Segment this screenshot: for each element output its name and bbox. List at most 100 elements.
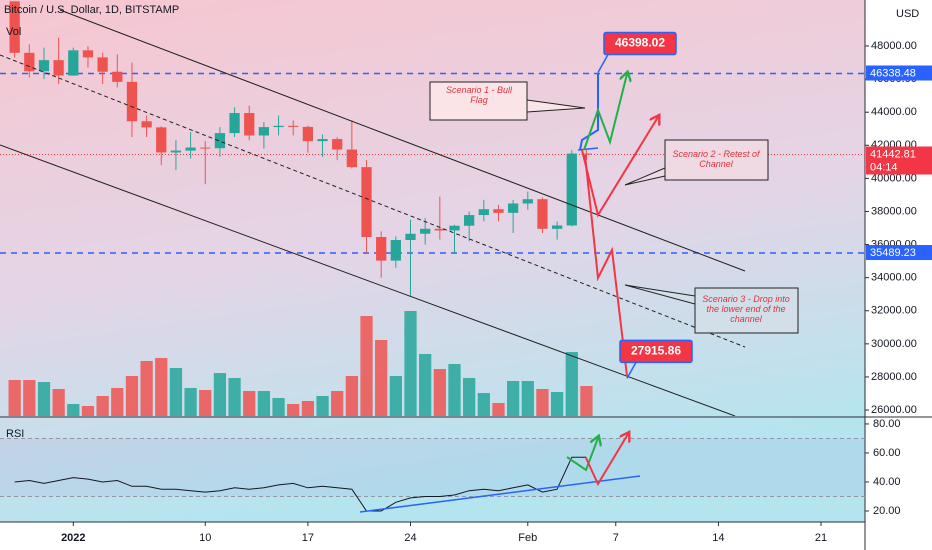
candle-body xyxy=(288,125,299,127)
candle xyxy=(346,120,357,169)
candle xyxy=(537,197,548,233)
rsi-drawings xyxy=(359,434,641,513)
x-tick-label: 21 xyxy=(815,532,827,544)
y-tick-label: 40000.00 xyxy=(871,172,917,184)
y-tick-label: 48000.00 xyxy=(871,40,917,52)
y-tick-label: 28000.00 xyxy=(871,371,917,383)
candle xyxy=(420,218,431,245)
candle xyxy=(493,204,504,222)
volume-bar xyxy=(96,396,109,416)
volume-bar xyxy=(521,381,534,416)
volume-label: Vol xyxy=(6,26,21,38)
rsi-trendline xyxy=(359,475,641,513)
candle-body xyxy=(405,233,416,241)
volume-bar xyxy=(287,404,300,416)
y-tick-label: 80.00 xyxy=(873,418,901,430)
candle xyxy=(508,199,519,233)
candle xyxy=(68,47,79,76)
candle-body xyxy=(478,209,489,216)
candle-body xyxy=(522,199,533,204)
candle-body xyxy=(53,60,64,76)
volume-bar xyxy=(257,391,271,416)
volume-bar xyxy=(477,393,490,416)
y-tick-label: 34000.00 xyxy=(871,272,917,284)
candle xyxy=(112,54,123,88)
bull-flag xyxy=(577,147,599,151)
candle xyxy=(390,236,401,268)
candle-body xyxy=(38,60,50,72)
volume-bar xyxy=(81,406,95,416)
y-tick-label: 26000.00 xyxy=(871,404,917,416)
rsi-arrow xyxy=(566,438,598,472)
volume-bar xyxy=(23,380,36,416)
candle xyxy=(126,62,138,138)
y-tick-label: 60.00 xyxy=(873,447,901,459)
callout xyxy=(429,81,586,121)
volume-bar xyxy=(463,378,476,416)
candle xyxy=(302,125,314,153)
volume-bar xyxy=(507,381,520,416)
price-level-box xyxy=(866,245,932,261)
candle xyxy=(288,120,299,136)
volume-bar xyxy=(125,376,139,416)
candle-body xyxy=(24,52,35,72)
volume-bar xyxy=(580,386,593,416)
price-level-label: 35489.23 xyxy=(870,247,916,259)
candle-body xyxy=(112,71,123,82)
candle xyxy=(258,122,270,149)
y-tick-label: 30000.00 xyxy=(871,338,917,350)
candle xyxy=(156,126,167,166)
volume-bar xyxy=(565,352,578,416)
candle-body xyxy=(302,126,314,142)
volume-bar xyxy=(243,391,256,416)
candle xyxy=(551,221,563,240)
volume-bar xyxy=(301,401,315,416)
candle xyxy=(332,137,343,161)
volume-bar xyxy=(375,340,388,416)
axis-background xyxy=(865,0,932,550)
candle xyxy=(24,44,35,78)
countdown-label: 04:14 xyxy=(870,161,898,173)
volume-bar xyxy=(448,364,461,416)
x-tick-label: 10 xyxy=(199,532,211,544)
rsi-arrow xyxy=(585,434,628,487)
currency-label: USD xyxy=(896,8,919,20)
volume-bar xyxy=(404,311,417,416)
candle-body xyxy=(332,139,343,150)
channel-lower xyxy=(0,144,736,416)
x-tick-label: 24 xyxy=(404,532,416,544)
candle-body xyxy=(68,50,79,76)
channel-mid xyxy=(0,54,746,348)
candle xyxy=(53,37,64,85)
price-level-box xyxy=(866,146,932,175)
volume-bar xyxy=(389,376,402,416)
candle xyxy=(522,191,533,210)
candle xyxy=(434,196,445,240)
candle-body xyxy=(346,149,357,168)
candle-body xyxy=(464,215,475,226)
volume-bar xyxy=(228,378,241,416)
callout xyxy=(624,139,769,186)
candle-body xyxy=(97,57,108,72)
candle xyxy=(141,115,152,138)
x-tick-label: Feb xyxy=(518,532,537,544)
candle xyxy=(200,141,211,185)
chart-title: Bitcoin / U.S. Dollar, 1D, BITSTAMP xyxy=(4,4,179,16)
candle-body xyxy=(9,1,20,53)
volume-bar xyxy=(316,396,329,416)
candle-body xyxy=(200,147,211,149)
candle xyxy=(478,199,489,222)
volume-bar xyxy=(272,398,285,416)
volume-bar xyxy=(492,403,505,416)
candle xyxy=(405,219,416,296)
rsi-band xyxy=(0,438,865,497)
candle-body xyxy=(376,237,387,261)
candle-body xyxy=(566,153,577,226)
candle-body xyxy=(170,150,182,153)
scenario-note: Scenario 2 - Retest of Channel xyxy=(672,149,761,169)
candle xyxy=(464,211,475,242)
y-tick-label: 40.00 xyxy=(873,476,901,488)
scenario-note: Scenario 1 - Bull Flag xyxy=(446,85,513,105)
candle xyxy=(229,107,240,138)
x-tick-label: 7 xyxy=(613,532,619,544)
